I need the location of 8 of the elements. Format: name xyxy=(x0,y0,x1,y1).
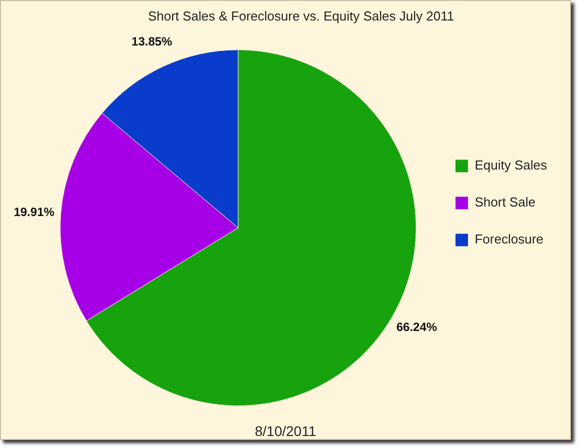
legend-label: Equity Sales xyxy=(474,158,548,173)
chart-title: Short Sales & Foreclosure vs. Equity Sales July 2011 xyxy=(148,8,454,24)
data-label: 13.85% xyxy=(132,34,173,49)
data-label: 19.91% xyxy=(14,204,55,219)
text: 8/10/2011 xyxy=(254,423,316,439)
data-label: 66.24% xyxy=(396,320,438,334)
legend-label: Foreclosure xyxy=(474,232,544,247)
legend-label: Short Sale xyxy=(474,194,536,210)
